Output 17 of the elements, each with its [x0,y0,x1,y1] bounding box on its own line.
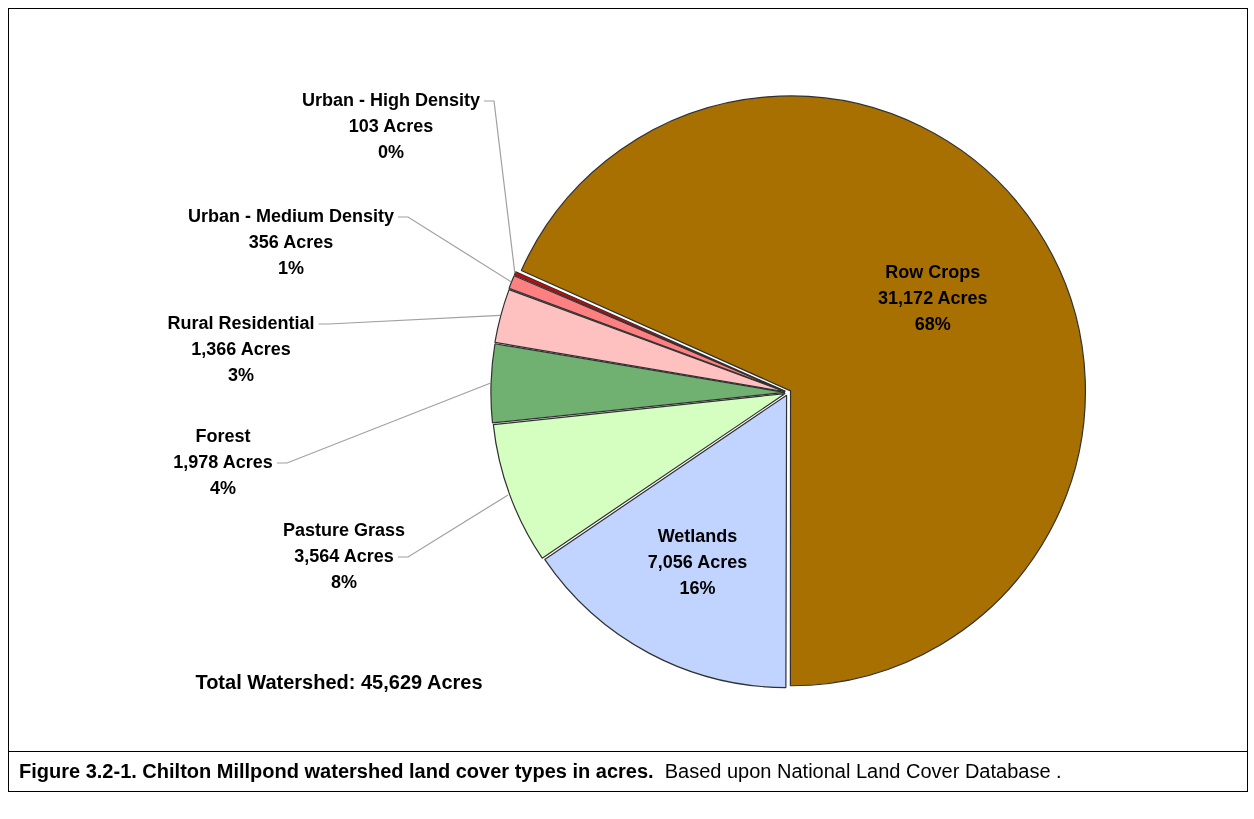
data-label: 356 Acres 1% [248,231,334,278]
text: Total Watershed: 45,629 Acres [194,670,484,695]
data-label: 3,564 Acres 8% [294,545,394,592]
slice-label: Urban - Medium Density [187,205,395,226]
slice-label: Forest [195,425,251,446]
text: Based upon National Land Cover Database . [663,760,1062,782]
slice-label: Pasture Grass [282,519,406,540]
data-label: 31,172 Acres 68% [878,287,988,334]
data-label: 1,978 Acres 4% [173,451,273,498]
slice-label: Wetlands [657,525,738,546]
data-label: 1,366 Acres 3% [191,338,291,385]
data-label: 103 Acres 0% [348,115,434,162]
slice-label: Row Crops [885,261,981,282]
text: Figure 3.2-1. Chilton Millpond watershed land cover types in acres. [19,760,654,782]
slice-label: Urban - High Density [301,89,481,110]
slice-label: Rural Residential [167,312,315,333]
data-label: 7,056 Acres 16% [647,551,748,598]
